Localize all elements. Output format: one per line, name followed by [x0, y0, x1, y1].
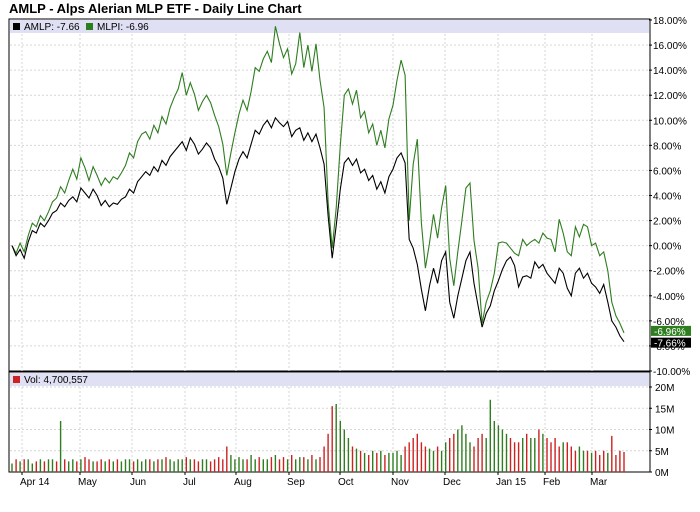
price-tick-label: 2.00% — [653, 217, 681, 228]
legend-swatch-mlpi — [86, 23, 93, 30]
volume-tick-label: 0M — [655, 468, 669, 479]
volume-panel — [8, 371, 651, 473]
price-tick-label: -6.00% — [653, 317, 685, 328]
price-grid — [10, 34, 649, 371]
price-tick-label: 8.00% — [653, 141, 681, 152]
price-tick-label: 18.00% — [653, 16, 687, 27]
x-tick-label: Dec — [443, 477, 461, 488]
end-label-mlpi: -6.96% — [654, 327, 686, 338]
x-tick-label: Oct — [338, 477, 354, 488]
x-tick-label: May — [78, 477, 97, 488]
legend-label-mlpi: MLPI: -6.96 — [97, 22, 149, 33]
price-tick-label: 14.00% — [653, 66, 687, 77]
x-tick-label: Apr 14 — [20, 477, 50, 488]
price-tick-label: 10.00% — [653, 116, 687, 127]
end-label-bg-amlp — [651, 337, 691, 348]
series-line-mlpi — [11, 26, 625, 334]
x-tick-label: Jun — [130, 477, 146, 488]
volume-legend-label: Vol: 4,700,557 — [24, 375, 88, 386]
series-line-amlp — [11, 116, 625, 343]
volume-tick-label: 20M — [655, 383, 674, 394]
x-tick-label: Aug — [234, 477, 252, 488]
price-tick-label: -10.00% — [653, 367, 690, 378]
volume-legend-bar — [10, 373, 649, 386]
x-tick-label: Sep — [287, 477, 305, 488]
volume-legend-swatch — [13, 376, 20, 383]
x-tick-label: Nov — [391, 477, 409, 488]
price-tick-label: 4.00% — [653, 192, 681, 203]
price-legend-bar — [10, 20, 649, 33]
x-tick-label: Jan 15 — [496, 477, 526, 488]
series-group — [11, 26, 625, 343]
x-tick-label: Mar — [590, 477, 608, 488]
volume-bars — [11, 399, 625, 472]
legend-label-amlp: AMLP: -7.66 — [24, 22, 80, 33]
end-label-amlp: -7.66% — [654, 339, 686, 350]
chart-title: AMLP - Alps Alerian MLP ETF - Daily Line… — [9, 1, 302, 16]
price-panel — [8, 18, 651, 372]
volume-legend: Vol: 4,700,557 — [13, 375, 88, 386]
price-tick-label: 12.00% — [653, 91, 687, 102]
end-label-bg-mlpi — [651, 325, 691, 336]
price-y-axis: 18.00% 16.00% 14.00% 12.00% 10.00% 8.00% 6.00%… — [649, 16, 690, 378]
price-tick-label: -2.00% — [653, 267, 685, 278]
volume-y-axis: 0M 5M 10M 15M 20M — [649, 383, 674, 479]
price-tick-label: 6.00% — [653, 166, 681, 177]
end-labels: -7.66%-6.96% — [651, 325, 691, 350]
legend: AMLP: -7.66 MLPI: -6.96 — [13, 22, 149, 33]
price-tick-label: 16.00% — [653, 41, 687, 52]
x-tick-label: Feb — [543, 477, 561, 488]
volume-tick-label: 15M — [655, 404, 674, 415]
volume-tick-label: 5M — [655, 447, 669, 458]
x-axis: Apr 14 May Jun Jul Aug Sep Oct Nov Dec Jan 15 Feb M… — [20, 472, 608, 488]
price-tick-label: 0.00% — [653, 242, 681, 253]
volume-tick-label: 10M — [655, 426, 674, 437]
legend-swatch-amlp — [13, 23, 20, 30]
price-tick-label: -4.00% — [653, 292, 685, 303]
x-tick-label: Jul — [183, 477, 196, 488]
